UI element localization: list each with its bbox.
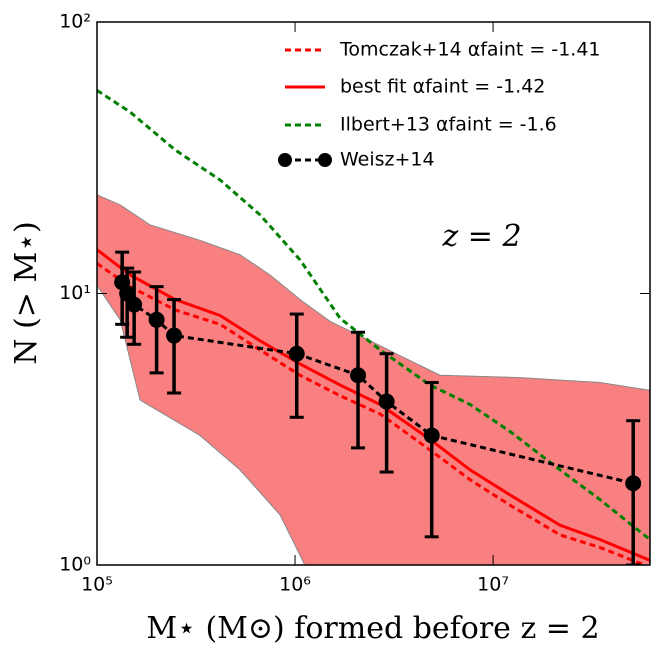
data-point — [423, 427, 440, 444]
legend-marker — [318, 153, 332, 167]
data-point — [126, 296, 143, 313]
series-line — [97, 248, 650, 562]
x-tick-label: 10⁷ — [477, 574, 509, 596]
data-point — [350, 367, 367, 384]
data-point — [625, 475, 642, 492]
x-axis-label: M⋆ (M⊙) formed before z = 2 — [146, 611, 599, 646]
data-point — [166, 327, 183, 344]
y-tick-label: 10² — [59, 11, 91, 33]
x-tick-label: 10⁶ — [279, 574, 311, 596]
data-point — [288, 345, 305, 362]
series-line — [97, 262, 645, 565]
annotation: z = 2 — [441, 219, 521, 254]
series-line — [120, 281, 634, 485]
y-tick-label: 10¹ — [59, 282, 91, 304]
x-tick-label: 10⁵ — [81, 574, 113, 596]
data-point — [148, 311, 165, 328]
legend-label: Tomczak+14 αfaint = -1.41 — [339, 39, 601, 61]
plot-area — [97, 89, 650, 565]
legend-label: best fit αfaint = -1.42 — [340, 76, 545, 98]
data-point — [378, 393, 395, 410]
y-axis-label: N (> M⋆) — [9, 221, 44, 364]
legend-label: Ilbert+13 αfaint = -1.6 — [340, 114, 557, 136]
legend-label: Weisz+14 — [340, 149, 435, 171]
y-tick-label: 10⁰ — [59, 554, 91, 576]
uncertainty-band — [97, 194, 650, 565]
legend-marker — [278, 153, 292, 167]
